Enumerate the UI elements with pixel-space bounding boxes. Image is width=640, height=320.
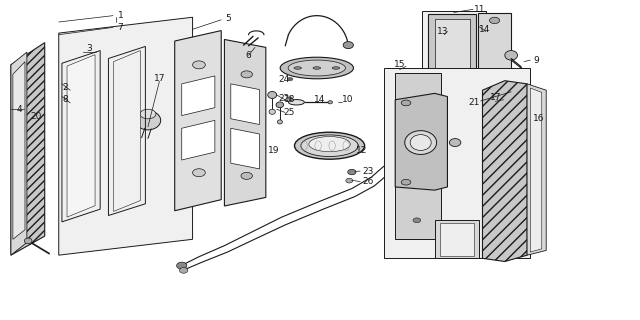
Text: 24: 24 [278,75,289,84]
Ellipse shape [135,111,161,130]
Ellipse shape [276,102,284,108]
Text: 5: 5 [225,14,231,23]
Text: 1: 1 [118,11,124,20]
Ellipse shape [277,120,282,124]
Polygon shape [395,73,441,239]
Ellipse shape [524,77,530,81]
Text: 23: 23 [362,167,374,176]
Ellipse shape [193,169,205,177]
Ellipse shape [490,89,500,95]
Polygon shape [527,84,546,255]
Text: 10: 10 [342,95,354,104]
Ellipse shape [294,67,301,69]
Polygon shape [13,62,25,239]
Ellipse shape [309,137,350,152]
Ellipse shape [289,100,305,105]
Ellipse shape [288,60,346,76]
Text: 19: 19 [268,146,280,155]
Text: 12: 12 [356,146,368,155]
Polygon shape [182,76,215,116]
Ellipse shape [413,218,420,223]
Polygon shape [11,52,27,255]
Text: 20: 20 [31,112,42,121]
Polygon shape [231,128,259,169]
Polygon shape [182,120,215,160]
Text: 22: 22 [278,94,289,103]
Ellipse shape [179,268,188,273]
Ellipse shape [404,131,436,155]
Polygon shape [67,55,95,217]
Text: 26: 26 [362,177,374,186]
Text: 25: 25 [284,108,295,117]
Ellipse shape [328,101,332,104]
Text: 15: 15 [394,60,405,69]
Ellipse shape [287,77,293,81]
Text: 13: 13 [436,27,448,36]
Ellipse shape [346,178,353,183]
Ellipse shape [280,57,353,79]
Ellipse shape [268,92,276,99]
Text: 7: 7 [118,23,124,32]
Ellipse shape [449,139,461,147]
Text: 18: 18 [284,95,295,104]
Polygon shape [384,68,531,258]
Text: 11: 11 [474,5,485,14]
Ellipse shape [177,262,187,269]
Text: 14: 14 [479,25,490,35]
Ellipse shape [193,61,205,69]
Ellipse shape [24,238,32,244]
Ellipse shape [294,132,365,159]
Polygon shape [478,13,511,98]
Polygon shape [531,88,541,252]
Text: 17: 17 [490,93,501,102]
Polygon shape [11,43,45,255]
Polygon shape [435,220,479,258]
Polygon shape [59,17,193,255]
Ellipse shape [140,109,156,119]
Text: 9: 9 [534,56,540,65]
Text: 4: 4 [17,105,22,114]
Polygon shape [440,223,474,256]
Polygon shape [395,93,447,190]
Ellipse shape [401,179,411,185]
Text: 16: 16 [533,114,544,123]
Text: 14: 14 [314,95,326,104]
Text: 6: 6 [246,52,252,60]
Polygon shape [435,19,470,92]
Text: 21: 21 [468,98,480,107]
Polygon shape [231,84,259,124]
Polygon shape [483,81,527,261]
Ellipse shape [348,169,356,175]
Text: 17: 17 [154,74,165,83]
Ellipse shape [505,51,518,60]
Ellipse shape [241,71,252,78]
Polygon shape [225,39,266,206]
Ellipse shape [269,109,275,114]
Ellipse shape [343,42,353,49]
Ellipse shape [401,100,411,106]
Ellipse shape [241,172,252,179]
Text: 2: 2 [62,83,68,92]
Ellipse shape [313,67,321,69]
Polygon shape [113,51,140,212]
Ellipse shape [287,96,292,100]
Ellipse shape [332,67,340,69]
Text: 8: 8 [62,95,68,104]
Text: 3: 3 [86,44,92,53]
Polygon shape [422,11,486,100]
Polygon shape [175,31,221,211]
Ellipse shape [490,17,500,24]
Polygon shape [428,14,476,97]
Ellipse shape [301,135,358,156]
Ellipse shape [410,135,431,150]
